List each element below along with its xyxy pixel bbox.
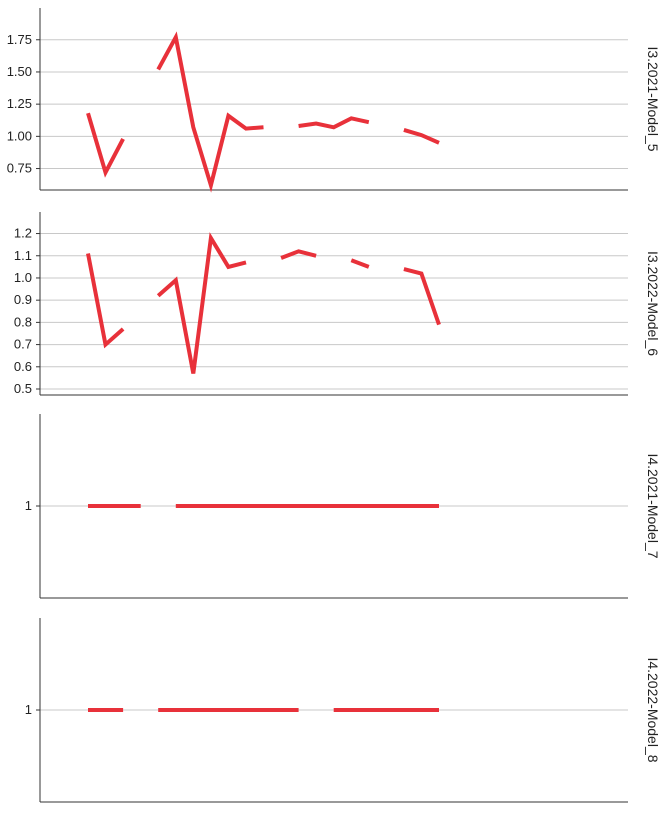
chart-panel-3: 1 I4.2021-Model_7 [25,414,661,599]
y-tick-label: 0.7 [14,337,32,352]
chart-panel-1: 0.75 1.00 1.25 1.50 1.75 I3.2021-Model_5 [7,8,661,193]
y-tick-label: 1 [25,498,32,513]
chart-panel-2: 0.5 0.6 0.7 0.8 0.9 1.0 1.1 1.2 I3.2022-Model_6 [14,212,661,396]
y-tick-label: 1.50 [7,64,32,79]
y-tick-label: 1.2 [14,226,32,241]
chart-panel-4: 1 I4.2022-Model_8 [25,618,661,803]
y-tick-label: 1.00 [7,128,32,143]
panel-label: I3.2021-Model_5 [645,46,661,151]
y-tick-label: 1.75 [7,32,32,47]
series-line [86,31,440,193]
y-tick-label: 1.0 [14,270,32,285]
y-tick-label: 1 [25,702,32,717]
y-tick-label: 0.9 [14,292,32,307]
panel-label: I4.2022-Model_8 [645,657,661,762]
y-tick-label: 0.6 [14,359,32,374]
y-tick-label: 0.75 [7,161,32,176]
panel-label: I3.2022-Model_6 [645,251,661,356]
panel-label: I4.2021-Model_7 [645,453,661,558]
y-tick-label: 1.25 [7,96,32,111]
series-line [86,232,441,374]
y-tick-label: 1.1 [14,248,32,263]
y-tick-label: 0.5 [14,381,32,396]
y-tick-label: 0.8 [14,314,32,329]
